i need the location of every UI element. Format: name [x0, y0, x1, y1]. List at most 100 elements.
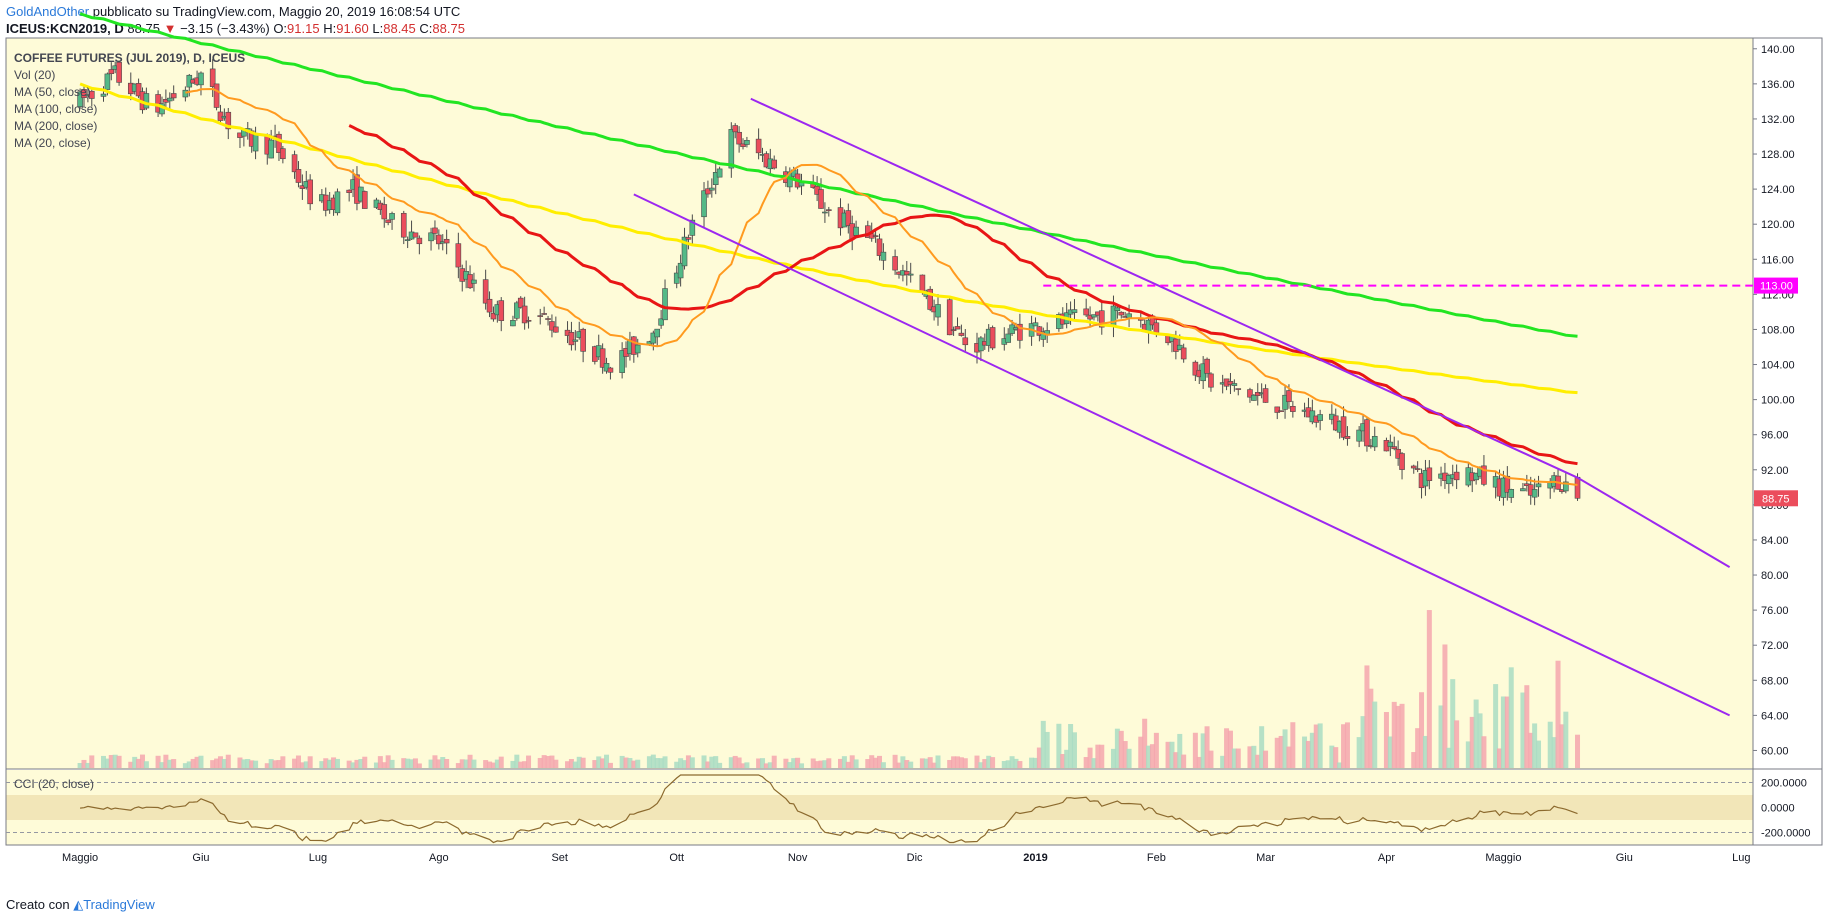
volume-bar: [1329, 745, 1335, 768]
volume-bar: [1442, 644, 1448, 768]
volume-bar: [487, 761, 493, 768]
candle-body: [1531, 489, 1538, 498]
ma50-line: [348, 124, 1578, 466]
volume-bar: [1391, 701, 1397, 768]
candle-body: [276, 133, 282, 153]
volume-bar: [210, 760, 216, 768]
volume-bar: [89, 755, 95, 768]
volume-bar: [958, 757, 964, 768]
volume-bar: [919, 758, 925, 768]
price-axis: [1752, 37, 1823, 846]
candle-body: [1290, 405, 1296, 412]
candle-body: [361, 191, 368, 209]
y-tick-label: 92.00: [1761, 465, 1789, 477]
volume-bar: [799, 763, 805, 768]
volume-bar: [272, 760, 278, 768]
volume-bar: [1169, 741, 1175, 768]
volume-bar: [892, 754, 898, 768]
volume-bar: [1083, 757, 1089, 768]
volume-bar: [1411, 752, 1417, 768]
volume-bar: [377, 756, 383, 768]
volume-bar: [1317, 723, 1323, 768]
tradingview-logo-icon[interactable]: ◭: [73, 897, 84, 912]
candle-body: [689, 219, 696, 236]
volume-bar: [1465, 741, 1471, 768]
level-price-label: 113.00: [1760, 281, 1793, 293]
x-tick-label: Ago: [429, 852, 449, 864]
volume-bar: [947, 759, 953, 768]
volume-bars: [77, 610, 1581, 768]
candle-body: [709, 187, 715, 191]
volume-bar: [522, 761, 528, 768]
volume-bar: [1032, 757, 1038, 768]
volume-bar: [241, 759, 247, 768]
tradingview-link[interactable]: TradingView: [83, 897, 155, 912]
candle-body: [1098, 310, 1105, 328]
volume-bar: [389, 759, 395, 768]
candle-body: [1286, 390, 1292, 403]
volume-bar: [1227, 730, 1233, 768]
volume-bar: [568, 759, 574, 768]
volume-bar: [1493, 684, 1499, 768]
ma20-line: [185, 87, 1578, 486]
volume-bar: [198, 755, 204, 768]
candle-body: [295, 169, 302, 183]
volume-bar: [1532, 723, 1538, 768]
candle-body: [1278, 410, 1284, 412]
volume-bar: [303, 761, 309, 768]
volume-bar: [1422, 735, 1428, 768]
volume-bar: [104, 758, 110, 768]
volume-bar: [576, 756, 582, 768]
volume-bar: [526, 755, 532, 768]
candle-body: [634, 344, 641, 354]
candle-body: [818, 189, 824, 209]
volume-bar: [1146, 745, 1152, 768]
legend: COFFEE FUTURES (JUL 2019), D, ICEUS Vol (…: [14, 51, 245, 150]
candle-body: [1535, 483, 1542, 488]
volume-bar: [1563, 711, 1569, 768]
volume-bar: [1446, 747, 1452, 768]
candle-body: [681, 236, 688, 267]
volume-bar: [1419, 692, 1425, 768]
candle-body: [116, 61, 122, 83]
candle-body: [1204, 358, 1210, 374]
volume-bar: [1341, 724, 1347, 768]
volume-bar: [432, 755, 438, 768]
volume-bar: [85, 762, 91, 768]
candle-body: [1371, 435, 1378, 448]
y-tick-label: 116.00: [1761, 254, 1794, 266]
volume-bar: [1068, 724, 1074, 768]
volume-bar: [674, 761, 680, 768]
candle-body: [755, 138, 762, 154]
candle-body: [443, 238, 450, 244]
candle-body: [498, 300, 505, 321]
volume-bar: [607, 762, 613, 768]
publish-header: GoldAndOther pubblicato su TradingView.c…: [6, 4, 460, 19]
last-price-label: 88.75: [1762, 493, 1790, 505]
volume-bar: [1247, 746, 1253, 768]
volume-bar: [1368, 688, 1374, 768]
candle-body: [1032, 322, 1039, 327]
y-tick-label: 128.00: [1761, 149, 1795, 161]
candle-body: [822, 211, 828, 214]
volume-bar: [1500, 696, 1506, 768]
candle-body: [907, 273, 914, 276]
y-tick-label: 64.00: [1761, 710, 1789, 722]
candle-body: [1227, 381, 1234, 385]
volume-bar: [327, 759, 333, 768]
candle-body: [1340, 416, 1347, 438]
x-tick-label: Dic: [907, 852, 923, 864]
candle-body: [1017, 323, 1023, 341]
volume-bar: [635, 759, 641, 768]
volume-bar: [877, 755, 882, 768]
volume-bar: [537, 757, 543, 768]
candle-body: [1192, 361, 1199, 376]
y-tick-label: 132.00: [1761, 114, 1795, 126]
volume-bar: [1477, 713, 1483, 768]
volume-bar: [194, 756, 200, 768]
author-link[interactable]: GoldAndOther: [6, 4, 90, 19]
volume-bar: [923, 758, 929, 768]
candle-body: [935, 304, 941, 318]
volume-bar: [459, 759, 465, 768]
